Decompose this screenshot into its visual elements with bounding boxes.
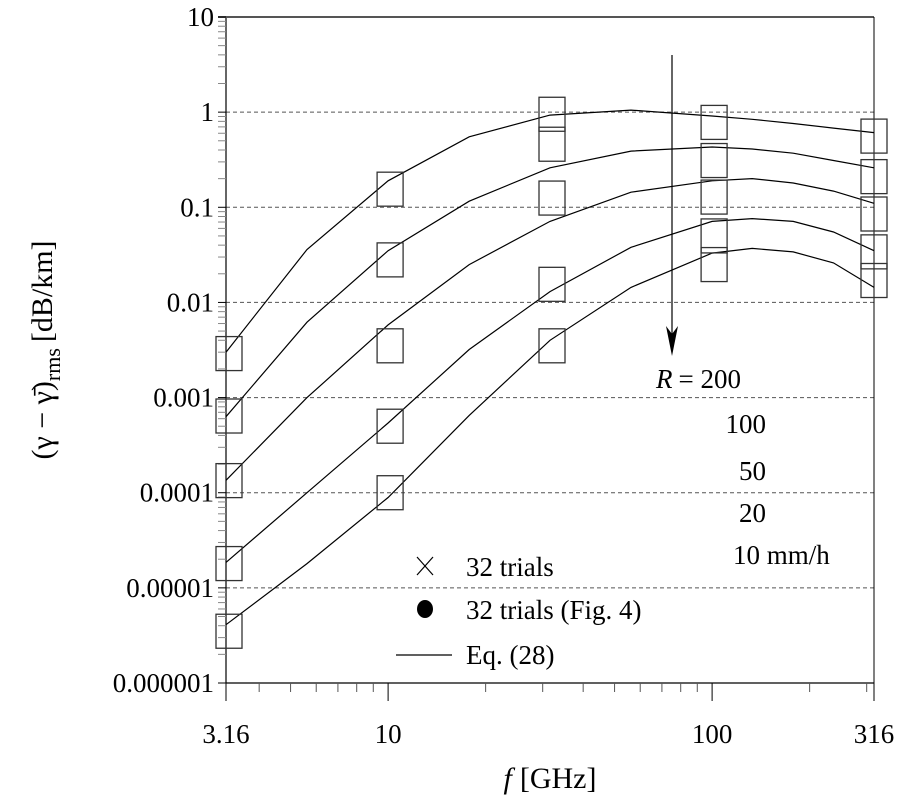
curve-r-200 xyxy=(225,109,875,353)
legend-label-eq28: Eq. (28) xyxy=(466,640,554,670)
legend: 32 trials 32 trials (Fig. 4) Eq. (28) xyxy=(396,552,642,670)
x-tick-label: 3.16 xyxy=(202,719,249,749)
y-axis-label: (γ − γ̄)rms[dB/km] xyxy=(26,240,65,459)
data-marker xyxy=(215,398,243,434)
data-marker xyxy=(700,218,728,254)
data-marker xyxy=(700,179,728,215)
legend-cross-icon xyxy=(416,556,434,576)
data-marker xyxy=(700,246,728,283)
tick-labels: 10 1 0.1 0.01 0.001 0.0001 0.00001 0.000001 3.16… xyxy=(113,2,895,749)
data-marker xyxy=(215,335,243,372)
curve-r-20 xyxy=(225,217,875,563)
data-marker xyxy=(860,158,888,195)
legend-dot-icon xyxy=(417,600,433,618)
annotation-r-50: 50 xyxy=(739,456,766,486)
x-axis-label: f [GHz] xyxy=(504,762,597,795)
x-tick-label: 100 xyxy=(692,719,733,749)
data-marker xyxy=(376,328,404,364)
data-marker xyxy=(538,266,566,302)
curve-r-100 xyxy=(225,146,875,418)
data-marker xyxy=(700,142,728,179)
data-marker xyxy=(538,180,566,216)
data-marker xyxy=(538,96,566,132)
curve-r-50 xyxy=(225,177,875,481)
data-marker xyxy=(376,242,404,278)
data-marker xyxy=(860,118,888,154)
data-marker xyxy=(700,104,728,141)
annotation-r-20: 20 xyxy=(739,498,766,528)
axes xyxy=(218,16,875,701)
data-marker xyxy=(538,126,566,162)
data-marker xyxy=(860,262,888,299)
x-tick-label: 10 xyxy=(375,719,402,749)
annotation-r-10: 10 mm/h xyxy=(733,540,830,570)
data-marker xyxy=(215,462,243,499)
y-tick-label: 0.001 xyxy=(153,383,214,413)
curve-r-10 xyxy=(225,247,875,626)
y-tick-label: 0.00001 xyxy=(126,573,214,603)
data-marker xyxy=(860,234,888,270)
markers xyxy=(215,96,888,649)
y-tick-label: 0.01 xyxy=(167,287,214,317)
rain-rate-annotation: R = 200 100 50 20 10 mm/h xyxy=(655,55,830,570)
data-marker xyxy=(538,328,566,364)
arrow-head-icon xyxy=(666,326,678,356)
y-tick-label: 0.000001 xyxy=(113,668,214,698)
data-marker xyxy=(376,171,404,207)
data-marker xyxy=(215,545,243,582)
y-tick-label: 0.1 xyxy=(180,192,214,222)
y-tick-label: 1 xyxy=(201,97,215,127)
annotation-r-200: R = 200 xyxy=(655,364,741,394)
annotation-r-100: 100 xyxy=(726,409,767,439)
data-marker xyxy=(860,196,888,232)
legend-label-32-trials: 32 trials xyxy=(466,552,554,582)
y-tick-label: 0.0001 xyxy=(140,478,214,508)
curves xyxy=(225,109,875,626)
y-tick-label: 10 xyxy=(187,2,214,32)
data-marker xyxy=(215,613,243,649)
legend-label-32-trials-fig4: 32 trials (Fig. 4) xyxy=(466,595,642,625)
data-marker xyxy=(376,475,404,511)
data-marker xyxy=(376,408,404,444)
x-tick-label: 316 xyxy=(854,719,895,749)
